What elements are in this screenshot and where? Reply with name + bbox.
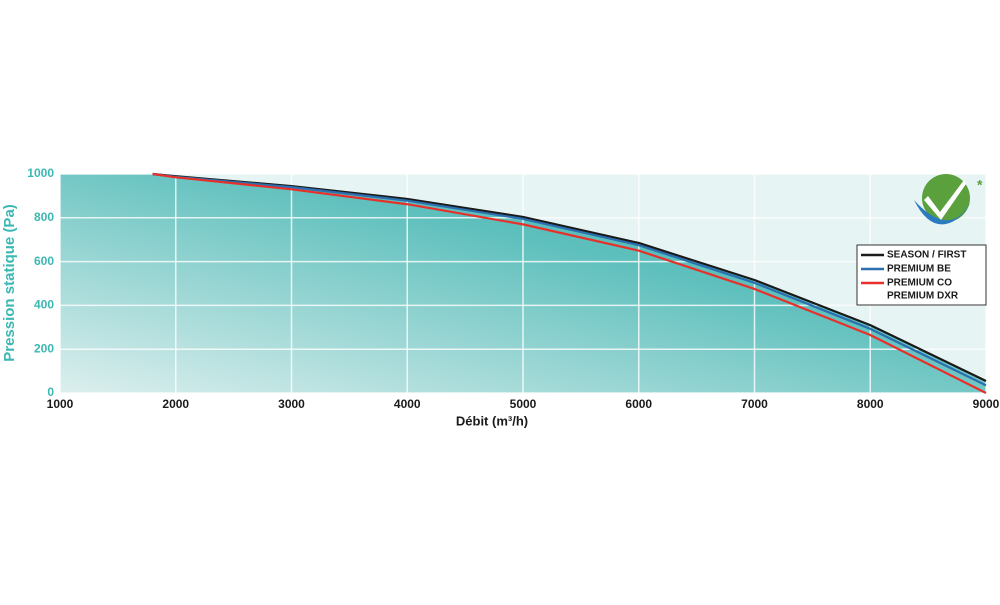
y-tick-label: 200: [34, 341, 54, 355]
x-tick-label: 5000: [510, 397, 537, 411]
legend-label: PREMIUM DXR: [887, 291, 959, 302]
line: [152, 172, 987, 394]
legend-label: PREMIUM CO: [887, 278, 952, 289]
x-tick-label: 2000: [162, 397, 189, 411]
y-tick-label: 600: [34, 254, 54, 268]
x-tick-label: 3000: [278, 397, 305, 411]
logo-mark: *: [977, 177, 983, 193]
y-tick-label: 800: [34, 210, 54, 224]
x-tick-label: 4000: [394, 397, 421, 411]
y-axis-label: Pression statique (Pa): [1, 204, 18, 362]
logo: *: [914, 174, 983, 225]
legend-label: PREMIUM BE: [887, 264, 951, 275]
legend-label: SEASON / FIRST: [887, 250, 966, 261]
x-tick-label: 1000: [47, 397, 74, 411]
y-tick-label: 400: [34, 298, 54, 312]
x-tick-label: 7000: [741, 397, 768, 411]
y-tick-label: 0: [47, 385, 54, 399]
x-tick-label: 9000: [973, 397, 1000, 411]
x-axis-label: Débit (m³/h): [456, 413, 528, 428]
y-tick-label: 1000: [27, 166, 54, 180]
x-tick-label: 8000: [857, 397, 884, 411]
x-tick-label: 6000: [625, 397, 652, 411]
